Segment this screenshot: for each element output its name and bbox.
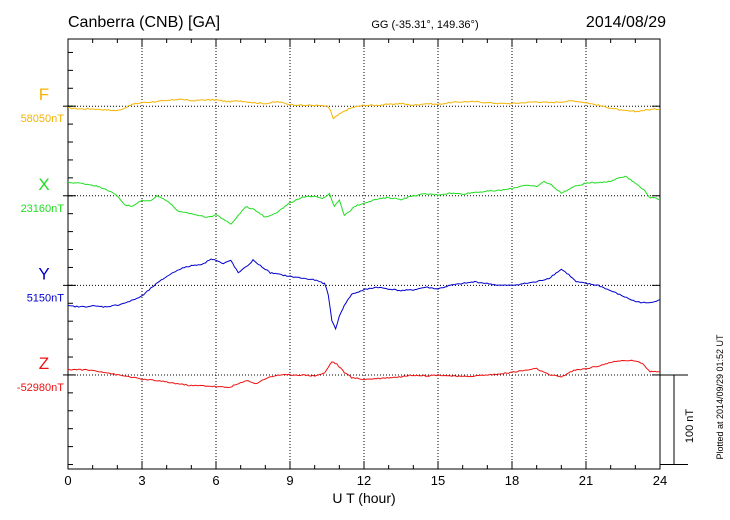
x-tick-label: 9: [286, 473, 293, 488]
x-tick-label: 15: [431, 473, 445, 488]
plot-frame: [67, 38, 661, 470]
x-tick-label: 3: [138, 473, 145, 488]
axis-ticks: 0 3 6 9 12 15 18 21 24: [63, 39, 667, 488]
plotted-timestamp: Plotted at 2014/09/29 01:52 UT: [715, 334, 725, 460]
x-axis-title: U T (hour): [332, 490, 395, 506]
series-line-y: [67, 258, 661, 331]
series-line-z: [67, 359, 661, 389]
plot-date: 2014/08/29: [586, 14, 666, 31]
x-tick-label: 12: [357, 473, 371, 488]
chart-title: Canberra (CNB) [GA]: [68, 14, 220, 31]
component-name-f: F: [39, 85, 49, 104]
component-name-z: Z: [39, 354, 49, 373]
x-tick-label: 24: [653, 473, 667, 488]
component-labels: F 58050nT X 23160nT Y 5150nT Z -52980nT: [17, 85, 64, 394]
component-baseline-z: -52980nT: [17, 382, 64, 394]
station-coordinates: GG (-35.31°, 149.36°): [371, 19, 478, 31]
x-tick-label: 18: [505, 473, 519, 488]
x-tick-label: 21: [579, 473, 593, 488]
component-baseline-f: 58050nT: [21, 113, 65, 125]
component-baseline-y: 5150nT: [27, 292, 65, 304]
x-tick-label: 6: [212, 473, 219, 488]
series-layer: [67, 98, 661, 389]
scale-bar: 100 nT: [660, 374, 696, 466]
grid-lines: [68, 39, 660, 469]
x-tick-label: 0: [64, 473, 71, 488]
series-line-x: [67, 175, 661, 225]
scale-bar-label: 100 nT: [684, 409, 696, 444]
series-line-f: [67, 98, 661, 120]
component-name-y: Y: [38, 264, 49, 283]
component-baseline-x: 23160nT: [21, 203, 65, 215]
component-name-x: X: [38, 175, 49, 194]
